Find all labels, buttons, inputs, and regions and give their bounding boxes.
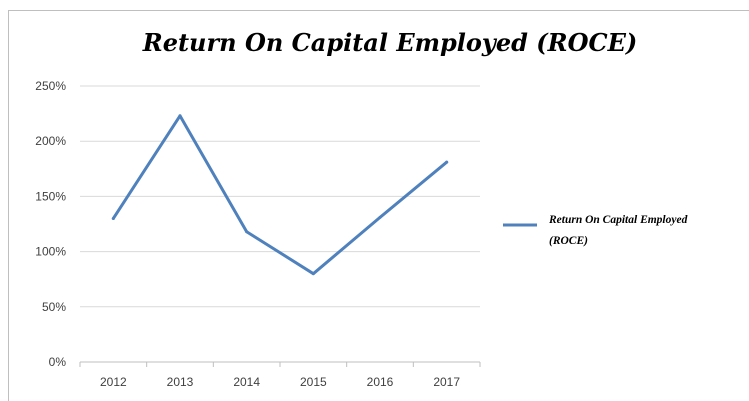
y-tick-label: 0% [49,355,67,369]
legend: Return On Capital Employed (ROCE) [503,214,688,247]
y-tick-label: 150% [35,189,66,203]
y-tick-label: 200% [35,134,66,148]
y-tick-label: 250% [35,79,66,93]
series-lines [111,114,449,276]
data-point [445,160,449,164]
y-tick-label: 50% [42,300,66,314]
x-tick-label: 2015 [300,375,327,389]
x-axis [79,361,481,367]
x-tick-label: 2013 [167,375,194,389]
legend-label-line-1: Return On Capital Employed [548,214,688,226]
y-axis-tick-labels: 0% 50% 100% 150% 200% 250% [35,79,66,369]
x-tick-label: 2014 [233,375,260,389]
chart-title: Return On Capital Employed (ROCE) [142,28,637,57]
data-point [111,216,115,220]
x-tick-label: 2017 [433,375,460,389]
data-point [178,114,182,118]
x-axis-tick-labels: 2012 2013 2014 2015 2016 2017 [100,375,460,389]
data-point [311,272,315,276]
chart-frame [8,10,749,401]
data-point [378,215,382,219]
x-tick-label: 2012 [100,375,127,389]
legend-label-line-2: (ROCE) [549,235,588,247]
y-tick-label: 100% [35,245,66,259]
series-line [111,114,449,276]
gridlines [80,85,480,308]
data-point [245,230,249,234]
x-tick-label: 2016 [367,375,394,389]
